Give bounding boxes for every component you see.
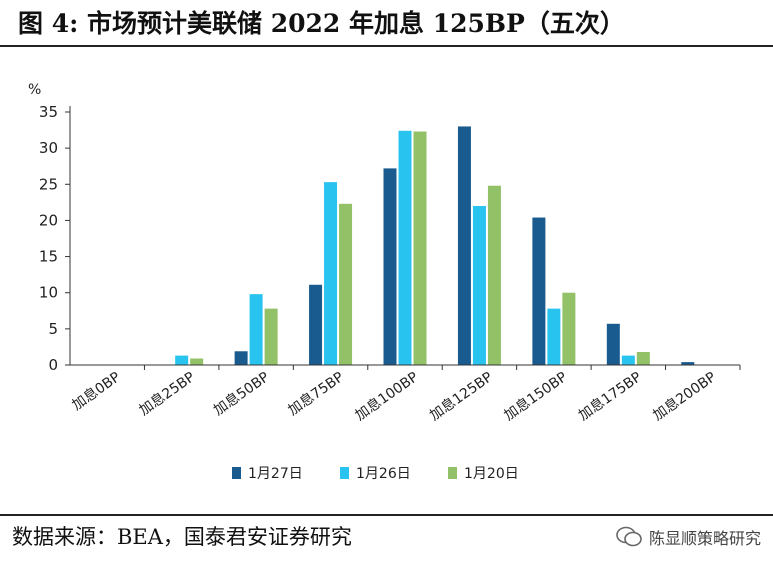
figure-title: 图 4: 市场预计美联储 2022 年加息 125BP（五次） xyxy=(18,9,625,38)
bar-1 xyxy=(681,362,695,365)
y-tick-label: 20 xyxy=(39,211,58,229)
legend: 1月27日 1月26日 1月20日 xyxy=(232,466,519,482)
bars xyxy=(175,126,695,365)
bar-3 xyxy=(487,185,501,365)
y-tick-label: 25 xyxy=(39,175,58,193)
bar-3 xyxy=(264,308,278,365)
bar-2 xyxy=(398,130,412,365)
legend-swatch xyxy=(232,467,241,479)
bar-2 xyxy=(324,182,338,365)
y-tick-label: 35 xyxy=(39,103,58,121)
y-tick-label: 5 xyxy=(48,320,58,338)
x-category-label: 加息0BP xyxy=(69,368,124,413)
bar-3 xyxy=(339,203,353,365)
x-category-label: 加息175BP xyxy=(575,368,644,424)
bar-2 xyxy=(547,308,561,365)
x-category-label: 加息125BP xyxy=(426,368,495,424)
bar-1 xyxy=(234,351,248,365)
legend-label: 1月20日 xyxy=(464,466,519,482)
bar-1 xyxy=(532,217,546,365)
legend-label: 1月27日 xyxy=(248,466,303,482)
legend-swatch xyxy=(448,467,457,479)
data-source: 数据来源：BEA，国泰君安证券研究 xyxy=(12,525,352,549)
bar-1 xyxy=(457,126,471,365)
footer-rule xyxy=(0,514,773,516)
legend-label: 1月26日 xyxy=(356,466,411,482)
y-tick-label: 10 xyxy=(39,284,58,302)
x-category-label: 加息25BP xyxy=(136,368,198,419)
y-tick-label: 0 xyxy=(48,356,58,374)
y-tick-label: 30 xyxy=(39,139,58,157)
watermark-text: 陈显顺策略研究 xyxy=(648,529,761,548)
bar-1 xyxy=(606,323,620,365)
x-category-label: 加息50BP xyxy=(210,368,272,419)
bar-2 xyxy=(175,355,189,365)
title-rule xyxy=(0,45,773,47)
bar-3 xyxy=(562,292,576,365)
bar-3 xyxy=(413,131,427,365)
x-category-label: 加息150BP xyxy=(501,368,570,424)
bar-1 xyxy=(383,168,397,365)
y-axis: % 0 5 10 15 20 25 30 35 xyxy=(28,82,71,374)
x-category-label: 加息75BP xyxy=(285,368,347,419)
bar-2 xyxy=(621,355,635,365)
watermark: 陈显顺策略研究 xyxy=(615,522,761,552)
bar-2 xyxy=(249,294,263,365)
legend-swatch xyxy=(340,467,349,479)
y-tick-label: 15 xyxy=(39,248,58,266)
x-category-label: 加息100BP xyxy=(352,368,421,424)
bar-3 xyxy=(636,351,650,365)
x-category-label: 加息200BP xyxy=(650,368,719,424)
bar-3 xyxy=(190,358,204,365)
bar-1 xyxy=(309,284,323,365)
chat-bubble-icon xyxy=(616,526,642,547)
bar-2 xyxy=(472,205,486,365)
y-axis-unit: % xyxy=(28,82,41,98)
x-axis: 加息0BP 加息25BP 加息50BP 加息75BP 加息100BP 加息125BP 加息1… xyxy=(69,364,741,424)
